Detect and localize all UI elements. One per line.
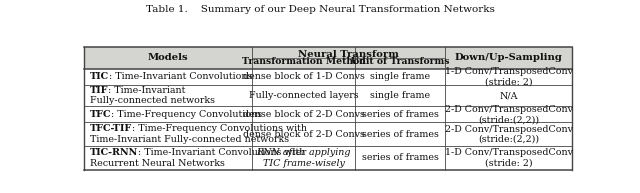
- Text: : Time-Invariant: : Time-Invariant: [108, 86, 186, 95]
- Text: Fully-connected layers: Fully-connected layers: [249, 91, 358, 100]
- Text: series of frames: series of frames: [362, 110, 438, 119]
- Bar: [84, 69, 572, 169]
- Text: TFC-TIF: TFC-TIF: [90, 124, 132, 133]
- Text: dense block of 1-D Convs: dense block of 1-D Convs: [243, 73, 365, 81]
- Text: Time-Invariant Fully-connected networks: Time-Invariant Fully-connected networks: [90, 135, 289, 144]
- Text: : Time-Frequency Convolutions with: : Time-Frequency Convolutions with: [132, 124, 307, 133]
- Text: dense block of 2-D Convs: dense block of 2-D Convs: [243, 110, 365, 119]
- Text: RNN after applying: RNN after applying: [257, 148, 351, 157]
- Text: dense block of 2-D Convs: dense block of 2-D Convs: [243, 130, 365, 139]
- Bar: [84, 47, 572, 69]
- Text: series of frames: series of frames: [362, 153, 438, 162]
- Text: series of frames: series of frames: [362, 130, 438, 139]
- Text: TIC: TIC: [90, 73, 109, 81]
- Text: Fully-connected networks: Fully-connected networks: [90, 96, 215, 105]
- Text: : Time-Frequency Convolutions: : Time-Frequency Convolutions: [111, 110, 262, 119]
- Text: 2-D Conv/TransposedConv
(stride:(2,2)): 2-D Conv/TransposedConv (stride:(2,2)): [445, 125, 573, 144]
- Text: 1-D Conv/TransposedConv
(stride: 2): 1-D Conv/TransposedConv (stride: 2): [445, 67, 573, 87]
- Text: Models: Models: [148, 53, 188, 63]
- Text: Table 1.    Summary of our Deep Neural Transformation Networks: Table 1. Summary of our Deep Neural Tran…: [145, 5, 495, 14]
- Text: 1-D Conv/TransposedConv
(stride: 2): 1-D Conv/TransposedConv (stride: 2): [445, 148, 573, 168]
- Text: Unit of Transforms: Unit of Transforms: [351, 57, 449, 66]
- Text: Neural Transform: Neural Transform: [298, 50, 399, 59]
- Text: : Time-Invariant Convolutions with: : Time-Invariant Convolutions with: [138, 148, 305, 157]
- Text: Transformation Method: Transformation Method: [242, 57, 365, 66]
- Text: single frame: single frame: [370, 91, 430, 100]
- Text: 2-D Conv/TransposedConv
(stride:(2,2)): 2-D Conv/TransposedConv (stride:(2,2)): [445, 105, 573, 124]
- Text: TIC frame-wisely: TIC frame-wisely: [262, 159, 344, 168]
- Text: TIC-RNN: TIC-RNN: [90, 148, 138, 157]
- Text: Recurrent Neural Networks: Recurrent Neural Networks: [90, 159, 225, 168]
- Text: TFC: TFC: [90, 110, 111, 119]
- Text: single frame: single frame: [370, 73, 430, 81]
- Text: Down/Up-Sampling: Down/Up-Sampling: [454, 53, 563, 63]
- Text: TIF: TIF: [90, 86, 108, 95]
- Text: : Time-Invariant Convolutions: : Time-Invariant Convolutions: [109, 73, 252, 81]
- Text: N/A: N/A: [499, 91, 518, 100]
